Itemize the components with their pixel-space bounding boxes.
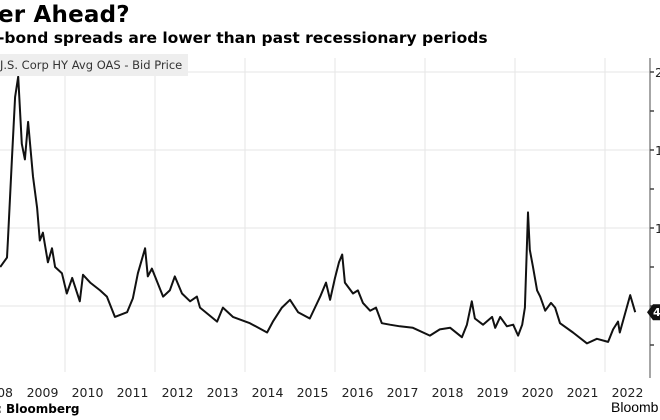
x-tick-label: 2021 bbox=[567, 385, 599, 400]
series-line-hy-oas bbox=[0, 75, 637, 345]
y-tick-label: 1 bbox=[655, 143, 660, 158]
chart-subtitle: -bond spreads are lower than past recess… bbox=[0, 29, 488, 47]
x-tick-label: 2022 bbox=[612, 385, 644, 400]
x-tick-label: 2019 bbox=[477, 385, 509, 400]
last-value-badge-shape bbox=[647, 304, 660, 321]
x-tick-label: 2013 bbox=[207, 385, 239, 400]
x-tick-label: 2015 bbox=[297, 385, 329, 400]
x-tick-label: 2012 bbox=[162, 385, 194, 400]
y-tick-label: 2 bbox=[655, 65, 660, 80]
x-tick-label: 2016 bbox=[342, 385, 374, 400]
bloomberg-logo: Bloomb bbox=[611, 399, 659, 415]
grid-layer bbox=[0, 58, 654, 378]
y-tick-label: 1 bbox=[655, 221, 660, 236]
x-tick-label: 08 bbox=[0, 385, 13, 400]
x-axis: 08 2009 2010 2011 2012 2013 2014 2015 2016 2017 20… bbox=[0, 385, 643, 400]
last-value-badge: 4 bbox=[647, 304, 660, 321]
x-tick-label: 2011 bbox=[117, 385, 149, 400]
y-axis: 2 1 1 bbox=[655, 65, 660, 236]
x-tick-label: 2014 bbox=[252, 385, 284, 400]
last-value-badge-text: 4 bbox=[653, 306, 660, 319]
legend-item: J.S. Corp HY Avg OAS - Bid Price bbox=[0, 54, 189, 76]
x-tick-label: 2017 bbox=[387, 385, 419, 400]
x-tick-label: 2020 bbox=[522, 385, 554, 400]
x-tick-label: 2018 bbox=[432, 385, 464, 400]
source-note: : Bloomberg bbox=[0, 402, 80, 416]
x-tick-label: 2010 bbox=[72, 385, 104, 400]
x-tick-label: 2009 bbox=[27, 385, 59, 400]
chart-title: er Ahead? bbox=[0, 2, 130, 28]
